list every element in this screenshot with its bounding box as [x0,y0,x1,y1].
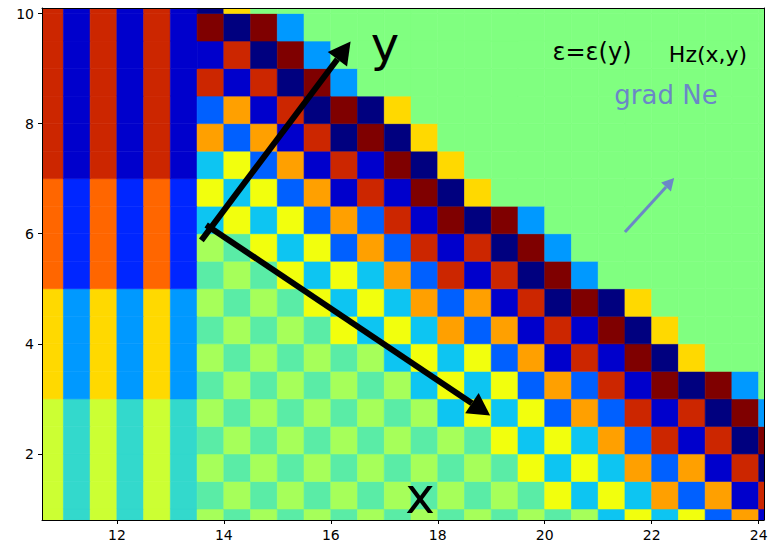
svg-text:12: 12 [108,527,126,543]
svg-text:10: 10 [16,6,34,22]
svg-text:24: 24 [750,527,768,543]
svg-text:20: 20 [536,527,554,543]
svg-text:18: 18 [429,527,447,543]
svg-text:Hz(x,y): Hz(x,y) [669,42,747,67]
svg-text:grad Ne: grad Ne [614,80,717,110]
svg-text:4: 4 [25,336,34,352]
svg-text:2: 2 [25,446,34,462]
svg-text:y: y [371,16,399,72]
svg-text:ε=ε(y): ε=ε(y) [553,38,632,66]
svg-text:22: 22 [643,527,661,543]
svg-text:16: 16 [322,527,340,543]
svg-text:8: 8 [25,116,34,132]
svg-text:x: x [405,467,435,525]
svg-text:14: 14 [215,527,233,543]
svg-text:6: 6 [25,226,34,242]
